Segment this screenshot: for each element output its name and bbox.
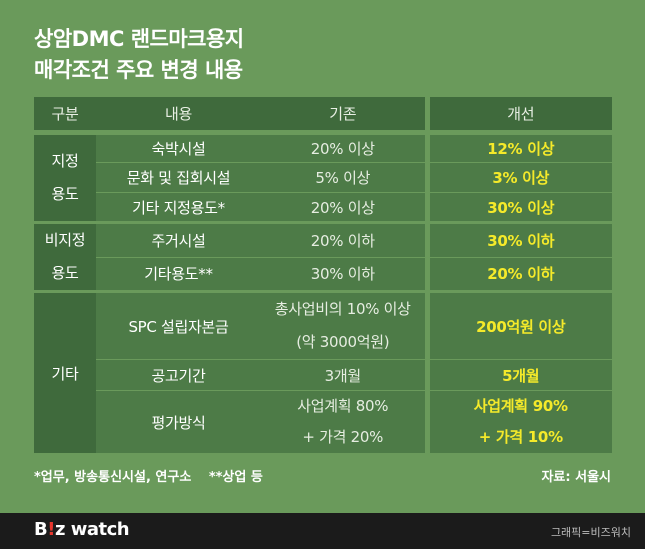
after-cell: 12% 이상	[424, 132, 612, 163]
title-line-2: 매각조건 주요 변경 내용	[34, 58, 243, 82]
after-cell: 30% 이상	[424, 192, 612, 223]
table-row: 지정 용도 숙박시설 20% 이상 12% 이상	[34, 132, 612, 223]
header-after: 개선	[424, 97, 612, 135]
bizwatch-logo: B!z watch	[34, 519, 130, 540]
conditions-table: 구분 내용 기존 개선 지정 용도 숙박시설 20% 이상 12% 이상 문화 …	[34, 97, 612, 453]
title-line-1: 상암DMC 랜드마크용지	[34, 27, 244, 51]
after-cell: 5개월	[424, 359, 612, 391]
after-cell: 3% 이상	[424, 162, 612, 193]
page-title: 상암DMC 랜드마크용지 매각조건 주요 변경 내용	[34, 24, 244, 86]
before-cell: 20% 이상	[261, 132, 427, 163]
after-cell: 200억원 이상	[424, 290, 612, 360]
before-cell: 20% 이상	[261, 192, 427, 223]
before-cell: 3개월	[261, 359, 427, 391]
item-cell: 기타용도**	[96, 256, 261, 292]
before-cell: 5% 이상	[261, 162, 427, 193]
item-cell: 기타 지정용도*	[96, 192, 261, 223]
item-cell: 공고기간	[96, 359, 261, 391]
footer-bar: B!z watch 그래픽=비즈워치	[0, 513, 645, 549]
table-row: 평가방식 사업계획 80% + 가격 20% 사업계획 90% + 가격 10%	[34, 390, 612, 453]
before-cell: 사업계획 80% + 가격 20%	[261, 390, 427, 453]
table-row: 문화 및 집회시설 5% 이상 3% 이상	[34, 162, 612, 193]
table-row: 공고기간 3개월 5개월	[34, 359, 612, 391]
item-cell: 숙박시설	[96, 132, 261, 163]
header-content: 내용	[96, 97, 261, 135]
category-designated-use: 지정 용도	[34, 132, 96, 223]
before-cell: 총사업비의 10% 이상 (약 3000억원)	[261, 290, 427, 360]
table-row: 기타 SPC 설립자본금 총사업비의 10% 이상 (약 3000억원) 200…	[34, 290, 612, 453]
before-cell: 20% 이하	[261, 221, 427, 257]
header-before: 기존	[261, 97, 427, 135]
after-cell: 사업계획 90% + 가격 10%	[424, 390, 612, 453]
graphic-credit: 그래픽=비즈워치	[550, 526, 631, 539]
table-row: 기타용도** 30% 이하 20% 이하	[34, 256, 612, 292]
item-cell: SPC 설립자본금	[96, 290, 261, 360]
header-category: 구분	[34, 97, 96, 135]
table-row: 기타 지정용도* 20% 이상 30% 이상	[34, 192, 612, 223]
table-row: 비지정 용도 주거시설 20% 이하 30% 이하	[34, 221, 612, 292]
after-cell: 20% 이하	[424, 256, 612, 292]
before-cell: 30% 이하	[261, 256, 427, 292]
item-cell: 평가방식	[96, 390, 261, 453]
after-cell: 30% 이하	[424, 221, 612, 257]
item-cell: 문화 및 집회시설	[96, 162, 261, 193]
source-note: 자료: 서울시	[541, 470, 611, 485]
table-header-row: 구분 내용 기존 개선	[34, 97, 612, 135]
footnote: *업무, 방송통신시설, 연구소 **상업 등	[34, 470, 263, 485]
item-cell: 주거시설	[96, 221, 261, 257]
category-other: 기타	[34, 290, 96, 453]
category-non-designated-use: 비지정 용도	[34, 221, 96, 292]
